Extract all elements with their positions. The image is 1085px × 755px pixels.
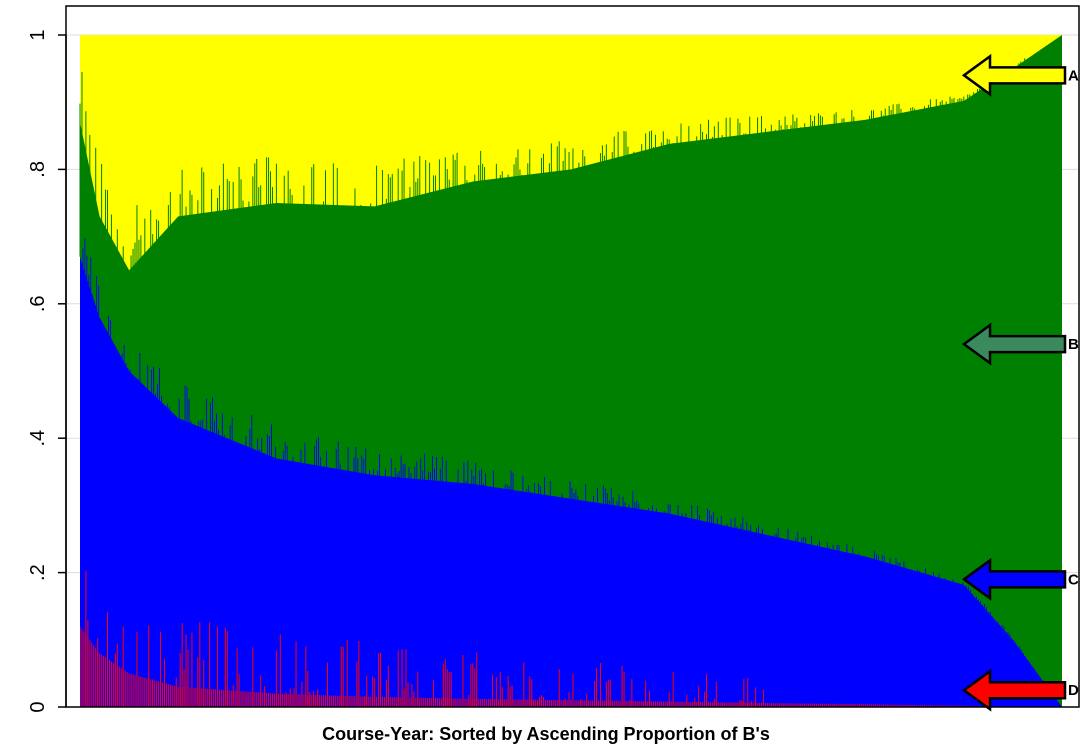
y-tick-label-4: .8 [27,161,49,178]
legend-arrow-C [961,557,1067,601]
legend-label-D: D [1068,682,1079,699]
legend-arrow-A [961,53,1067,97]
y-tick-labels: 0 .2 .4 .6 .8 1 [27,29,66,713]
x-axis-label: Course-Year: Sorted by Ascending Proport… [322,724,770,744]
legend-label-A: A [1068,67,1079,84]
legend-arrow-D [961,668,1067,712]
y-tick-label-3: .6 [27,295,49,312]
legend-label-C: C [1068,571,1079,588]
legend-label-B: B [1068,336,1079,353]
y-tick-label-2: .4 [27,430,49,447]
area-C [80,256,1062,707]
y-tick-label-1: .2 [27,564,49,581]
area-D [80,626,1062,707]
legend-arrows: A B C D [961,53,1079,712]
y-tick-label-0: 0 [27,701,49,712]
legend-arrow-B [961,322,1067,366]
y-tick-label-5: 1 [27,29,49,40]
